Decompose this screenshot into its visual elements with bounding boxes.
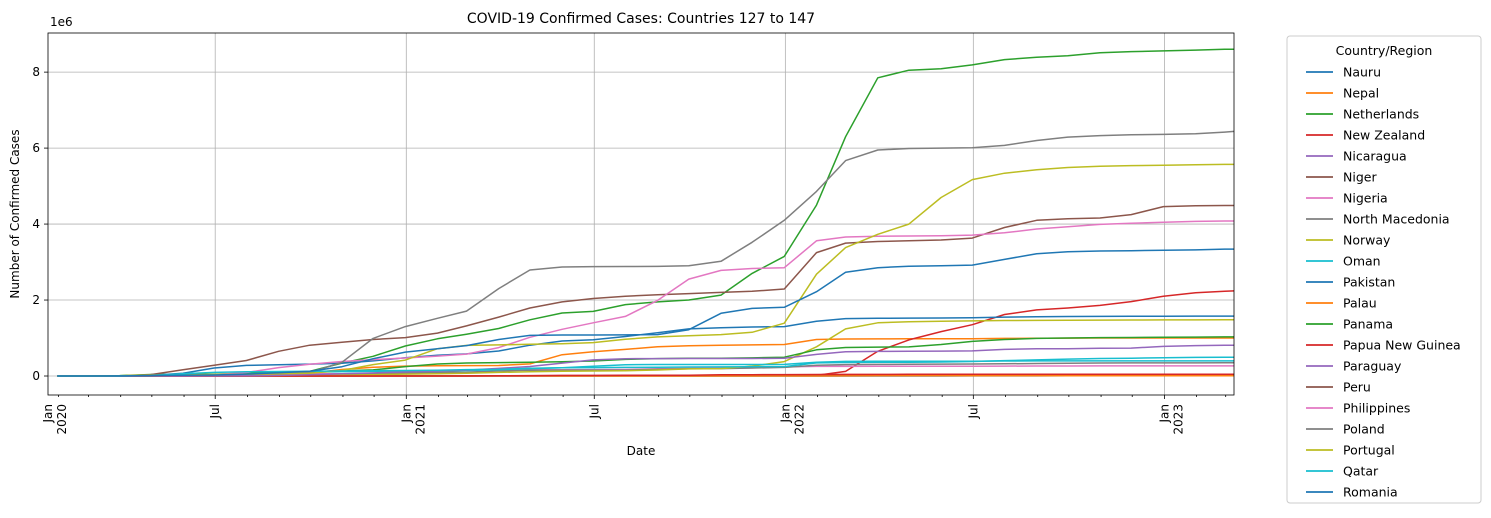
x-tick-label-line: 2022 [792, 404, 806, 435]
y-tick-label: 2 [32, 293, 40, 307]
y-tick-label: 4 [32, 217, 40, 231]
legend-title: Country/Region [1336, 43, 1433, 58]
x-tick-label-line: 2021 [413, 404, 427, 435]
legend-label: Nepal [1343, 86, 1379, 101]
series-lines [57, 49, 1234, 376]
legend-label: Nauru [1343, 65, 1381, 80]
x-axis-label: Date [627, 444, 656, 458]
legend-label: Nicaragua [1343, 149, 1407, 164]
x-tick-label-line: Jul [208, 404, 222, 419]
legend-label: Papua New Guinea [1343, 338, 1461, 353]
legend-label: Romania [1343, 485, 1398, 500]
x-tick-label-line: 2020 [55, 404, 69, 435]
y-axis: 0 2 4 6 8 [32, 65, 48, 383]
legend-label: Panama [1343, 317, 1393, 332]
x-tick-label: Jul [587, 404, 601, 419]
x-tick-label-line: Jan [41, 404, 55, 424]
y-axis-offset-text: 1e6 [50, 15, 73, 29]
x-tick-label: Jul [208, 404, 222, 419]
series-line-peru [57, 206, 1234, 377]
x-tick-label: Jul [966, 404, 980, 419]
legend-label: Nigeria [1343, 191, 1388, 206]
x-tick-label-line: Jul [966, 404, 980, 419]
series-line-philippines [57, 221, 1234, 376]
legend-label: Oman [1343, 254, 1381, 269]
series-line-romania [57, 249, 1234, 376]
series-line-netherlands [57, 49, 1234, 376]
legend: Country/Region Nauru Nepal Netherlands New … [1287, 36, 1481, 503]
series-line-portugal [57, 164, 1234, 376]
grid-lines [48, 33, 1234, 395]
legend-label: Poland [1343, 422, 1385, 437]
x-tick-label-line: Jan [399, 404, 413, 424]
legend-label: Paraguay [1343, 359, 1402, 374]
legend-label: North Macedonia [1343, 212, 1450, 227]
legend-label: Portugal [1343, 443, 1395, 458]
x-tick-label-line: 2023 [1171, 404, 1185, 435]
legend-label: Philippines [1343, 401, 1410, 416]
legend-label: Pakistan [1343, 275, 1395, 290]
x-tick-label-line: Jan [778, 404, 792, 424]
y-tick-label: 0 [32, 369, 40, 383]
x-tick-label-line: Jan [1157, 404, 1171, 424]
legend-label: Niger [1343, 170, 1377, 185]
y-tick-label: 6 [32, 141, 40, 155]
y-axis-label: Number of Confirmed Cases [8, 129, 22, 298]
legend-label: Norway [1343, 233, 1391, 248]
plot-frame [48, 33, 1234, 395]
chart-title: COVID-19 Confirmed Cases: Countries 127 … [467, 11, 815, 27]
x-tick-label-line: Jul [587, 404, 601, 419]
legend-label: Palau [1343, 296, 1377, 311]
y-tick-label: 8 [32, 65, 40, 79]
legend-label: New Zealand [1343, 128, 1425, 143]
legend-label: Netherlands [1343, 107, 1419, 122]
legend-label: Peru [1343, 380, 1371, 395]
legend-label: Qatar [1343, 464, 1379, 479]
